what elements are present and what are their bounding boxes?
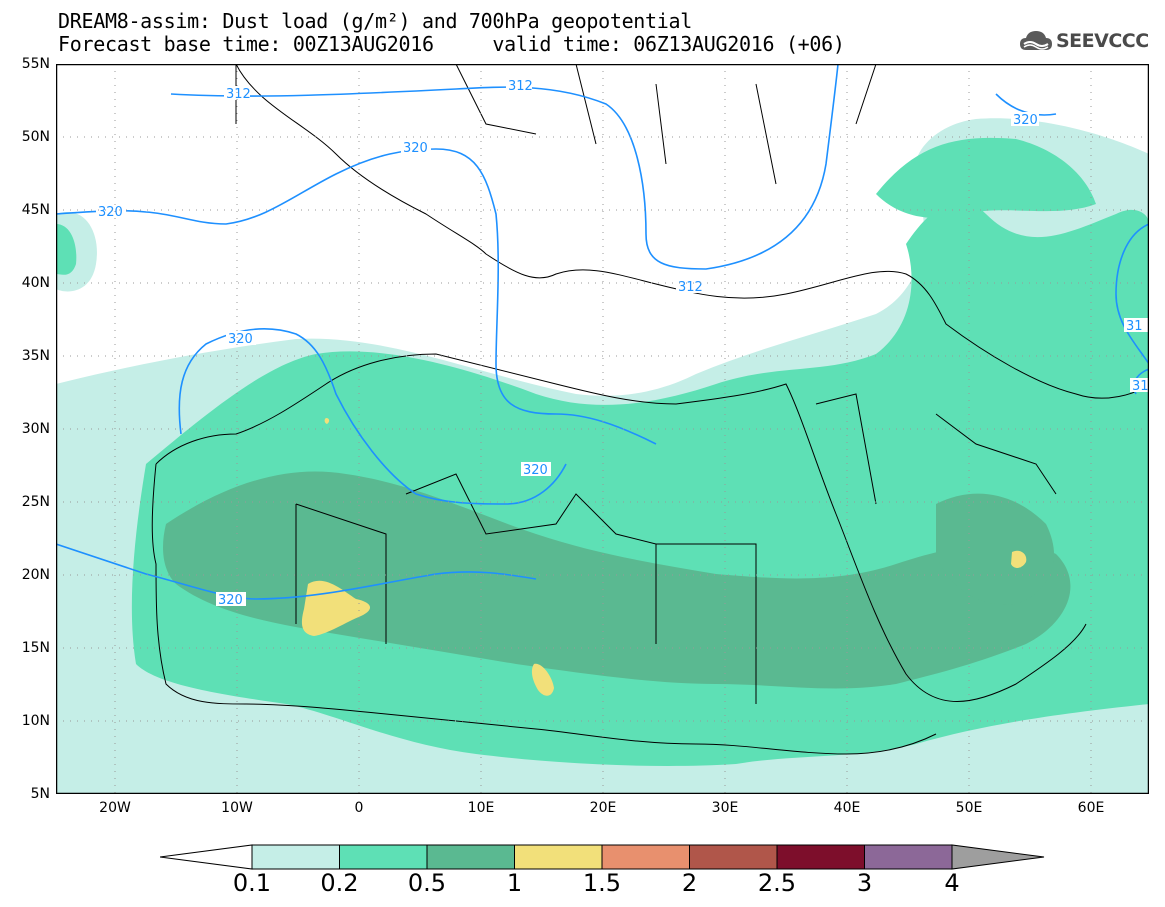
colorbar-label: 0.1 — [232, 869, 272, 897]
colorbar-label: 2.5 — [757, 869, 797, 897]
colorbar-label: 3 — [856, 869, 873, 897]
lat-label: 30N — [21, 421, 50, 437]
colorbar-segment — [776, 844, 865, 870]
contour-label: 320 — [228, 332, 253, 347]
logo-text: SEEVCCC — [1056, 30, 1149, 52]
colorbar-label: 2 — [681, 869, 698, 897]
colorbar-label: 1 — [506, 869, 523, 897]
lat-label: 55N — [21, 56, 50, 72]
lat-label: 20N — [21, 567, 50, 583]
contour-label: 312 — [226, 87, 251, 102]
contour-label: 31 — [1132, 379, 1149, 394]
geopotential-contours — [56, 64, 1149, 600]
lon-label: 10E — [467, 800, 495, 816]
lat-label: 45N — [21, 202, 50, 218]
colorbar-segment — [426, 844, 515, 870]
lon-label: 30E — [711, 800, 739, 816]
country-borders — [151, 64, 1149, 755]
colorbar-under-triangle — [160, 844, 253, 870]
colorbar-segment — [689, 844, 778, 870]
contour-label: 320 — [1013, 113, 1038, 128]
contour-label: 312 — [678, 280, 703, 295]
lat-label: 50N — [21, 129, 50, 145]
contour-label: 312 — [508, 79, 533, 94]
colorbar-segment — [251, 844, 340, 870]
map-frame — [56, 64, 1149, 794]
contour-label: 320 — [523, 463, 548, 478]
colorbar-segment — [514, 844, 603, 870]
colorbar-segment — [864, 844, 953, 870]
dust-fill-dark — [163, 471, 1071, 689]
colorbar-over-triangle — [951, 844, 1045, 870]
lon-label: 50E — [955, 800, 983, 816]
lat-label: 5N — [30, 786, 50, 802]
colorbar-segment — [339, 844, 428, 870]
seevccc-logo: SEEVCCC — [1018, 28, 1153, 58]
colorbar-label: 0.5 — [407, 869, 447, 897]
contour-label: 31 — [1126, 319, 1143, 334]
contour-label: 320 — [403, 141, 428, 156]
contour-label: 320 — [98, 205, 123, 220]
lat-label: 15N — [21, 640, 50, 656]
colorbar-label: 0.2 — [320, 869, 359, 897]
lon-label: 10W — [221, 800, 253, 816]
colorbar-label: 1.5 — [582, 869, 622, 897]
lon-label: 40E — [833, 800, 861, 816]
lon-label: 20E — [589, 800, 617, 816]
lon-label: 60E — [1077, 800, 1105, 816]
contour-label: 320 — [218, 593, 243, 608]
contour-labels: 312 312 320 320 320 312 320 320 320 320 … — [96, 78, 1149, 608]
forecast-time-line: Forecast base time: 00Z13AUG2016 valid t… — [58, 32, 845, 56]
lat-label: 25N — [21, 494, 50, 510]
graticule — [56, 64, 1149, 794]
dust-load-map: 312 312 320 320 320 312 320 320 320 320 … — [56, 64, 1149, 794]
lat-label: 35N — [21, 348, 50, 364]
lon-label: 20W — [99, 800, 131, 816]
colorbar-segment — [601, 844, 690, 870]
lat-label: 10N — [21, 713, 50, 729]
lon-label: 0 — [354, 800, 364, 816]
cloud-icon — [1020, 31, 1052, 50]
colorbar-label: 4 — [944, 869, 960, 897]
map-title: DREAM8-assim: Dust load (g/m²) and 700hP… — [58, 9, 693, 33]
colorbar — [160, 844, 1045, 870]
lat-label: 40N — [21, 275, 50, 291]
